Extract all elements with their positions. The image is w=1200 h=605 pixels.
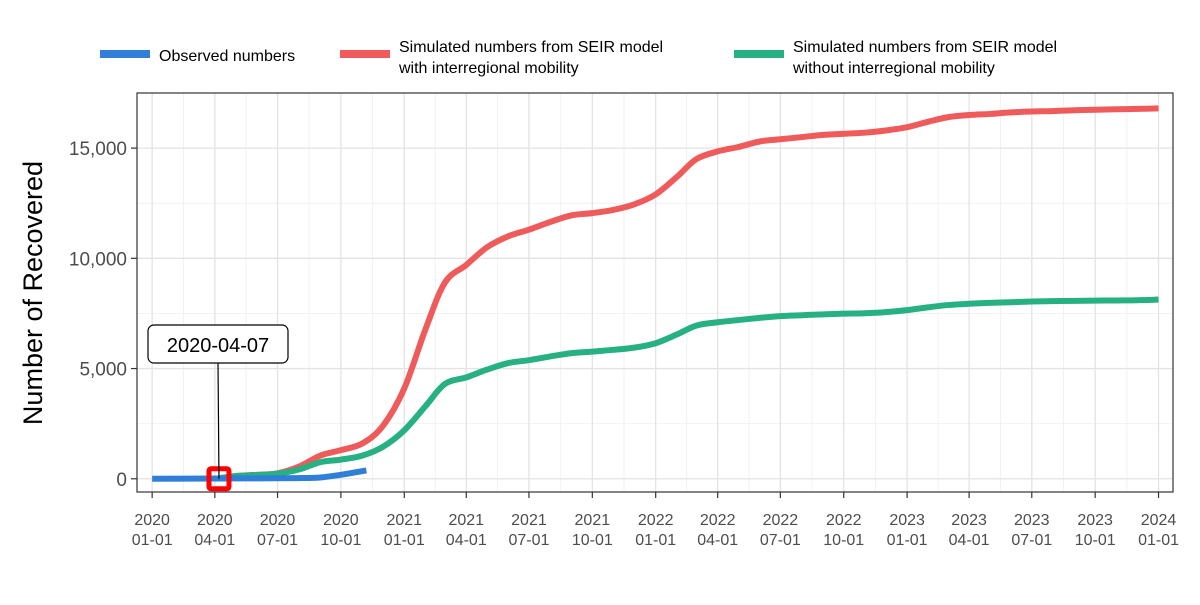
legend-label-line: with interregional mobility xyxy=(398,60,579,77)
plot-panel-border xyxy=(136,92,1174,493)
x-tick-label-year: 2024 xyxy=(1141,512,1177,529)
x-tick-label-year: 2020 xyxy=(323,512,359,529)
x-tick-label-date: 01-01 xyxy=(132,532,173,549)
x-tick-label-year: 2020 xyxy=(134,512,170,529)
annotation-layer: 2020-04-07 xyxy=(147,324,289,492)
x-tick-label-date: 07-01 xyxy=(257,532,298,549)
x-tick-label-date: 07-01 xyxy=(760,532,801,549)
legend-label-0: Observed numbers xyxy=(159,48,295,65)
x-tick-label-year: 2023 xyxy=(951,512,987,529)
x-tick-label-year: 2022 xyxy=(763,512,799,529)
x-tick-label-year: 2021 xyxy=(511,512,547,529)
x-tick-label-year: 2021 xyxy=(575,512,611,529)
series-line-2 xyxy=(218,296,1159,482)
x-tick-label-year: 2023 xyxy=(1077,512,1113,529)
legend-swatch-2 xyxy=(734,50,784,58)
legend-label-line: without interregional mobility xyxy=(792,60,995,77)
x-tick-label-date: 10-01 xyxy=(320,532,361,549)
x-tick-label-date: 04-01 xyxy=(446,532,487,549)
legend-label-line: Simulated numbers from SEIR model xyxy=(793,39,1057,56)
y-axis-title: Number of Recovered xyxy=(18,161,48,425)
y-tick-label: 0 xyxy=(116,470,127,491)
x-tick-label-year: 2020 xyxy=(197,512,233,529)
legend: Observed numbers Simulated numbers from S… xyxy=(100,39,1057,77)
x-tick-label-year: 2023 xyxy=(1014,512,1050,529)
legend-swatch-0 xyxy=(100,50,150,58)
x-tick-label-date: 01-01 xyxy=(887,532,928,549)
x-tick-label-date: 01-01 xyxy=(635,532,676,549)
x-tick-label-date: 10-01 xyxy=(1075,532,1116,549)
x-tick-label-date: 04-01 xyxy=(697,532,738,549)
series-line-1 xyxy=(218,105,1159,482)
x-tick-label-year: 2021 xyxy=(448,512,484,529)
x-tick-label-date: 04-01 xyxy=(194,532,235,549)
grid-layer xyxy=(137,93,1173,492)
y-tick-label: 5,000 xyxy=(79,360,127,381)
x-tick-label-date: 01-01 xyxy=(1138,532,1179,549)
legend-label-line: Simulated numbers from SEIR model xyxy=(399,39,663,56)
x-tick-label-year: 2021 xyxy=(386,512,422,529)
annotation-leader-line xyxy=(217,362,220,479)
x-tick-label-year: 2022 xyxy=(638,512,674,529)
annotation-label-box xyxy=(147,324,289,364)
x-tick-label-year: 2022 xyxy=(826,512,862,529)
y-tick-label: 15,000 xyxy=(69,139,127,160)
x-tick-label-date: 10-01 xyxy=(823,532,864,549)
axis-layer: 0 5,000 10,000 15,000 2020 01-01 2020 04-01 2020… xyxy=(69,139,1179,549)
x-tick-label-year: 2023 xyxy=(889,512,925,529)
legend-label-line: Observed numbers xyxy=(159,48,295,65)
x-tick-label-date: 04-01 xyxy=(949,532,990,549)
x-tick-label-date: 07-01 xyxy=(1011,532,1052,549)
x-tick-label-year: 2020 xyxy=(260,512,296,529)
x-tick-label-date: 10-01 xyxy=(572,532,613,549)
legend-label-2: Simulated numbers from SEIR model without… xyxy=(792,39,1057,77)
annotation-label: 2020-04-07 xyxy=(167,335,269,357)
x-tick-label-date: 07-01 xyxy=(508,532,549,549)
y-tick-label: 10,000 xyxy=(69,249,127,270)
x-tick-label-date: 01-01 xyxy=(384,532,425,549)
legend-label-1: Simulated numbers from SEIR model with in… xyxy=(398,39,663,77)
legend-swatch-1 xyxy=(340,50,390,58)
x-tick-label-year: 2022 xyxy=(700,512,736,529)
